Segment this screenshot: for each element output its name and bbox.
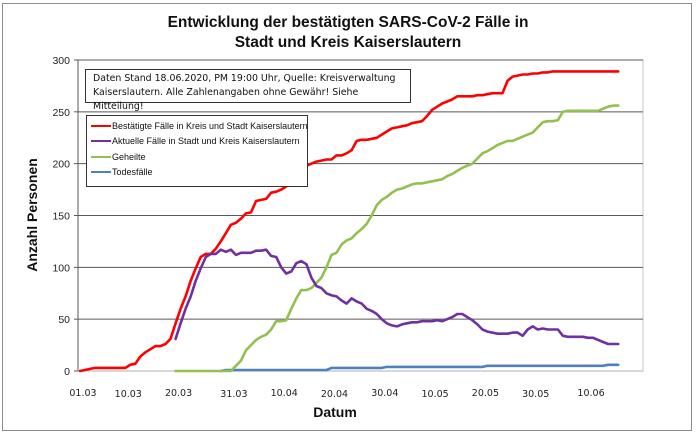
x-tick-label: 30.05 bbox=[522, 389, 549, 400]
series-line-recovered bbox=[174, 104, 620, 373]
x-tick-label: 01.03 bbox=[69, 388, 96, 399]
x-tick-label: 20.03 bbox=[165, 388, 192, 399]
chart-title-line-2: Stadt und Kreis Kaiserslautern bbox=[234, 34, 462, 51]
legend-item-deaths: Todesfälle bbox=[87, 165, 307, 181]
legend-swatch-active bbox=[91, 140, 111, 143]
legend-item-active: Aktuelle Fälle in Stadt und Kreis Kaiser… bbox=[87, 134, 307, 150]
legend-swatch-deaths bbox=[91, 171, 111, 174]
data-source-note: Daten Stand 18.06.2020, PM 19:00 Uhr, Qu… bbox=[85, 69, 411, 112]
chart-title: Entwicklung der bestätigten SARS-CoV-2 F… bbox=[0, 13, 696, 53]
legend-swatch-confirmed bbox=[91, 124, 111, 127]
legend-swatch-recovered bbox=[91, 155, 111, 158]
chart-legend: Bestätigte Fälle in Kreis und Stadt Kais… bbox=[86, 115, 308, 187]
y-tick-label: 150 bbox=[52, 211, 70, 223]
legend-label: Todesfälle bbox=[112, 167, 153, 178]
x-tick-label: 20.04 bbox=[321, 389, 348, 400]
legend-label: Geheilte bbox=[112, 151, 146, 162]
legend-label: Bestätigte Fälle in Kreis und Stadt Kais… bbox=[112, 120, 308, 131]
legend-item-confirmed: Bestätigte Fälle in Kreis und Stadt Kais… bbox=[87, 118, 308, 134]
series-line-active bbox=[174, 248, 620, 346]
x-tick-label: 10.04 bbox=[271, 388, 298, 399]
chart-title-line-1: Entwicklung der bestätigten SARS-CoV-2 F… bbox=[167, 14, 529, 31]
y-tick-label: 50 bbox=[58, 314, 70, 326]
y-tick-label: 300 bbox=[52, 55, 70, 67]
y-tick-label: 100 bbox=[52, 262, 70, 274]
x-tick-label: 31.03 bbox=[220, 389, 247, 400]
note-line-2: Kaiserslautern. Alle Zahlenangaben ohne … bbox=[93, 87, 359, 112]
y-tick-label: 0 bbox=[64, 366, 70, 378]
series-line-deaths bbox=[219, 363, 620, 373]
y-tick-label: 250 bbox=[52, 107, 70, 119]
y-tick-label: 200 bbox=[52, 159, 70, 171]
x-tick-label: 10.06 bbox=[577, 388, 604, 399]
x-axis-label: Datum bbox=[313, 404, 357, 420]
legend-label: Aktuelle Fälle in Stadt und Kreis Kaiser… bbox=[112, 136, 300, 147]
legend-item-recovered: Geheilte bbox=[87, 149, 307, 165]
x-tick-label: 10.03 bbox=[115, 389, 142, 400]
x-tick-label: 30.04 bbox=[371, 388, 398, 399]
x-tick-label: 20.05 bbox=[472, 388, 499, 399]
note-line-1: Daten Stand 18.06.2020, PM 19:00 Uhr, Qu… bbox=[93, 73, 396, 84]
x-tick-label: 10.05 bbox=[421, 389, 448, 400]
series-line-confirmed bbox=[78, 70, 620, 373]
